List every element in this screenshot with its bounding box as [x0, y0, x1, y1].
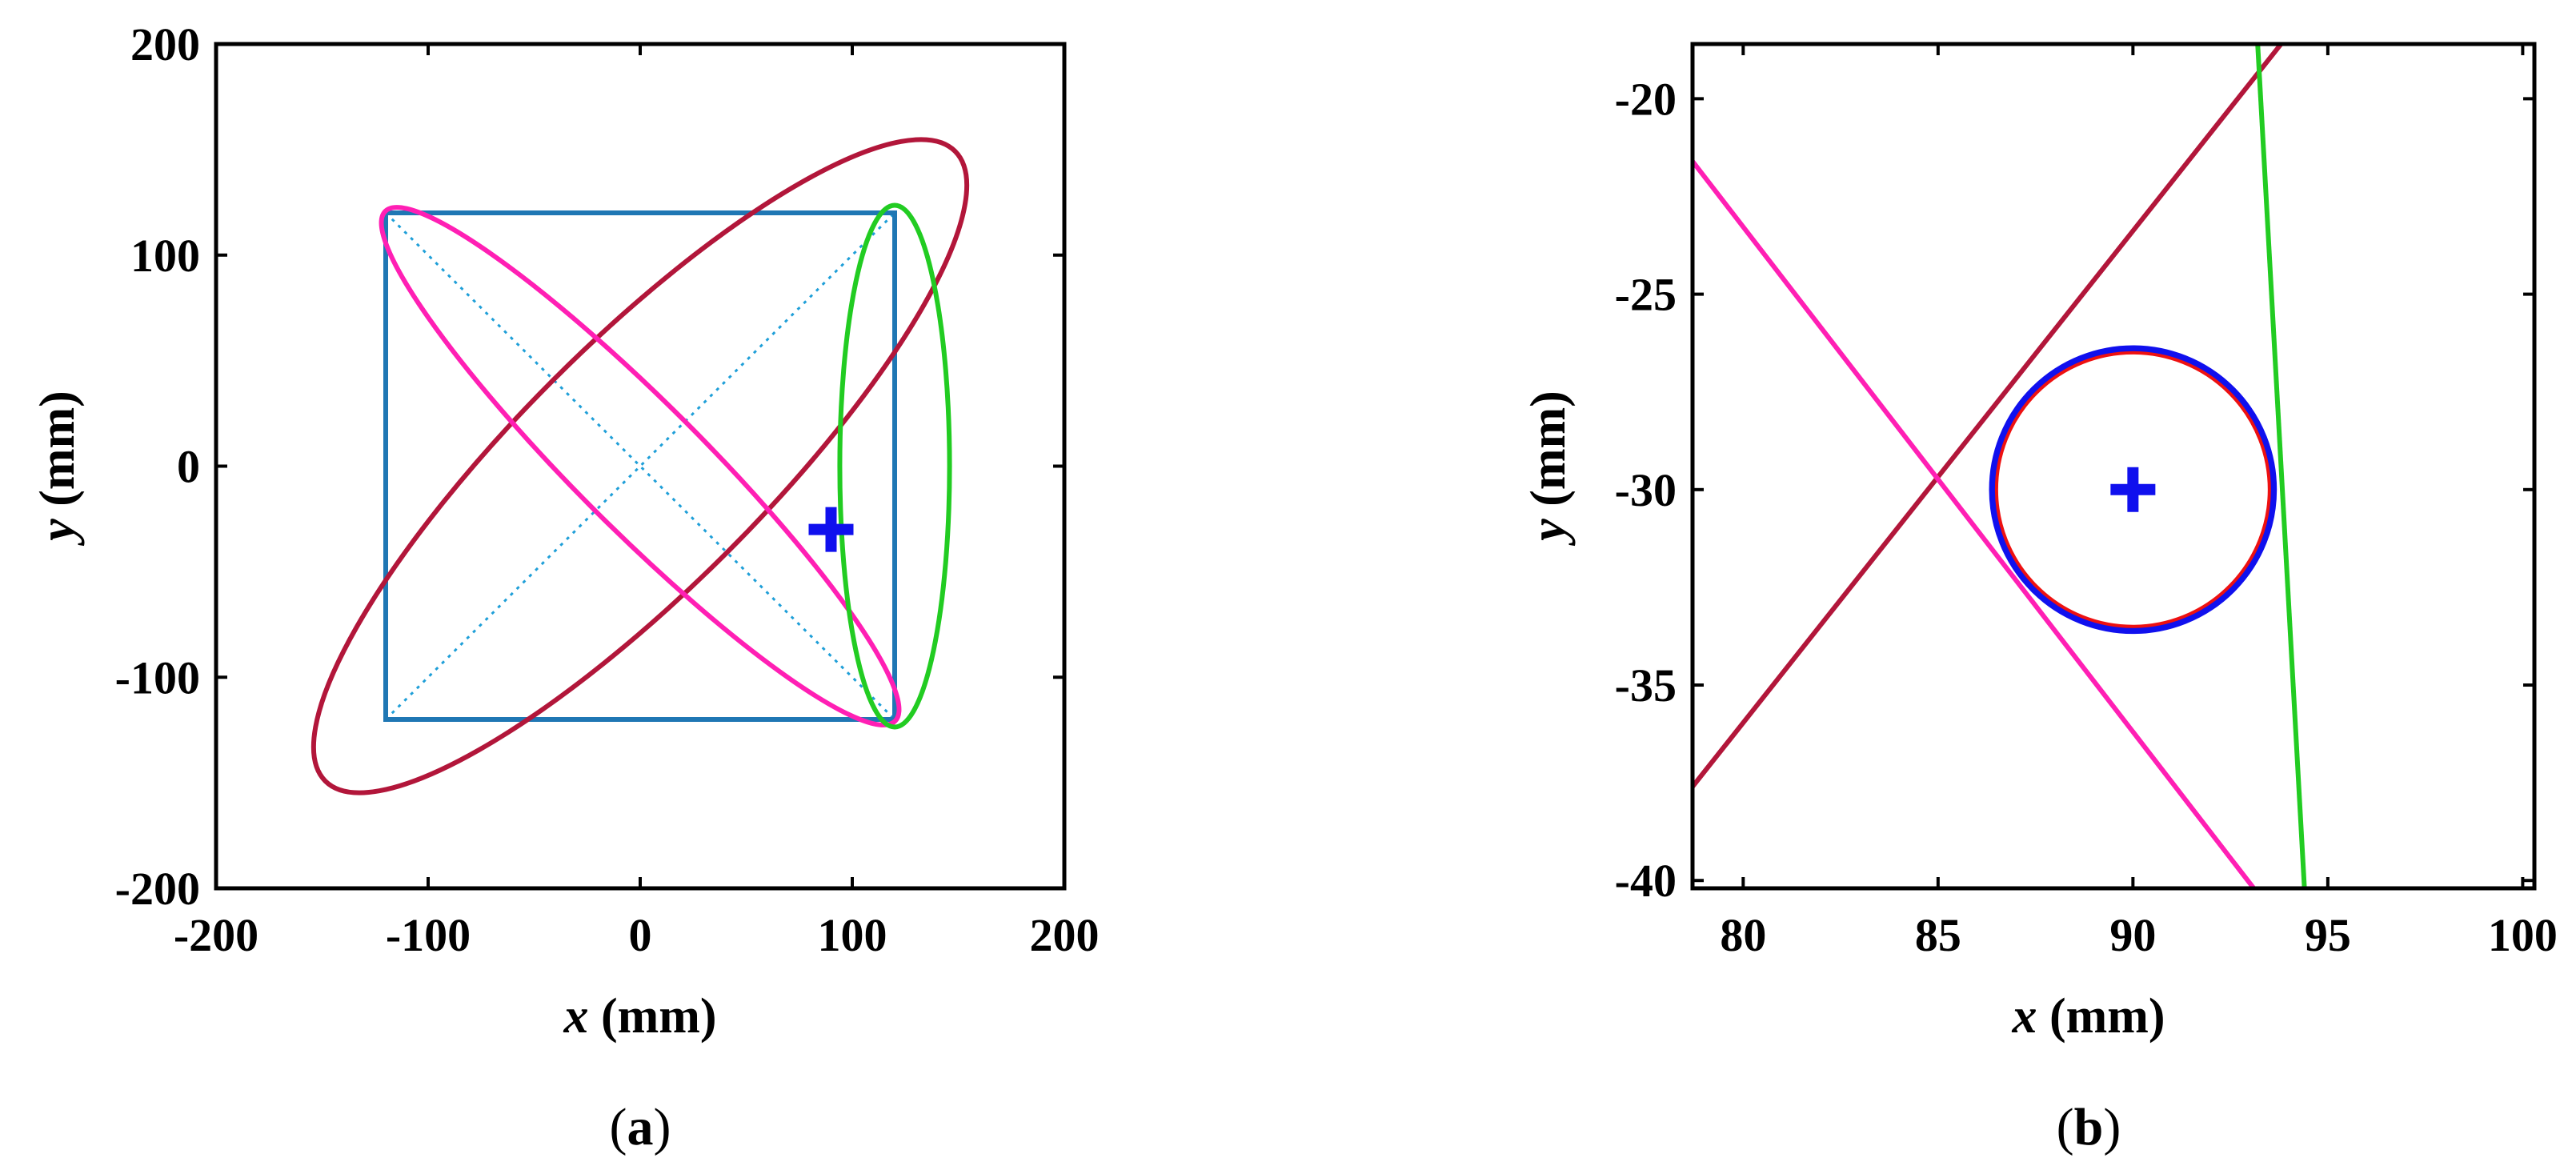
- panel-a: -200 -100 0 100 200 200 100 0 -100 -200 x (mm) y …: [30, 18, 1100, 1156]
- panel-b-ytick-label: -40: [1615, 855, 1677, 907]
- panel-b-ytick-label: -25: [1615, 269, 1677, 321]
- panel-b-plus-marker: [2110, 467, 2156, 512]
- panel-a-xtick-label: -100: [386, 909, 471, 961]
- panel-b-ylabel: y (mm): [1521, 391, 1576, 547]
- maroon-ellipse: [310, 137, 970, 795]
- blue-circle: [1989, 345, 2278, 635]
- panel-b-ytick-label: -30: [1615, 464, 1677, 516]
- panel-b-xtick-label: 100: [2488, 909, 2558, 961]
- panel-a-frame: [214, 42, 1067, 891]
- panel-b-frame: [1690, 42, 2537, 891]
- panel-a-ticks: -200 -100 0 100 200 200 100 0 -100 -200: [115, 18, 1100, 961]
- panel-b-caption: (b): [2057, 1098, 2121, 1156]
- panel-b-ytick-label: -35: [1615, 659, 1677, 711]
- panel-b-ytick-label: -20: [1615, 73, 1677, 125]
- panel-a-xtick-label: -200: [174, 909, 258, 961]
- green-line: [2255, 44, 2307, 888]
- panel-b-xtick-label: 85: [1915, 909, 1961, 961]
- panel-a-ytick-label: -100: [115, 651, 200, 703]
- panel-b-marks: [1693, 44, 2307, 888]
- panel-a-plus-marker: [808, 507, 854, 552]
- panel-a-ytick-label: 200: [130, 18, 200, 70]
- panel-b-xtick-label: 95: [2305, 909, 2351, 961]
- panel-a-xtick-label: 0: [629, 909, 652, 961]
- panel-a-ytick-label: 100: [130, 230, 200, 282]
- panel-a-ytick-label: 0: [177, 441, 200, 493]
- panel-b-xtick-label: 80: [1720, 909, 1766, 961]
- red-circle: [1994, 351, 2271, 628]
- maroon-line: [1693, 44, 2283, 788]
- panel-a-xtick-label: 100: [818, 909, 887, 961]
- panel-b: 80 85 90 95 100 -20 -25 -30 -35 -40 x (mm) y (mm)…: [1521, 42, 2558, 1156]
- green-ellipse: [837, 202, 952, 730]
- panel-b-ticks: 80 85 90 95 100 -20 -25 -30 -35 -40: [1615, 44, 2558, 961]
- magenta-ellipse: [379, 205, 902, 727]
- panel-b-xlabel: x (mm): [2011, 989, 2165, 1044]
- panel-a-caption: (a): [610, 1098, 671, 1156]
- panel-a-ytick-label: -200: [115, 863, 200, 915]
- panel-a-xlabel: x (mm): [563, 989, 716, 1044]
- magenta-line: [1693, 159, 2256, 888]
- panel-b-xtick-label: 90: [2109, 909, 2156, 961]
- panel-a-ylabel: y (mm): [30, 391, 85, 547]
- panel-a-marks: [310, 137, 970, 795]
- panel-a-xtick-label: 200: [1030, 909, 1100, 961]
